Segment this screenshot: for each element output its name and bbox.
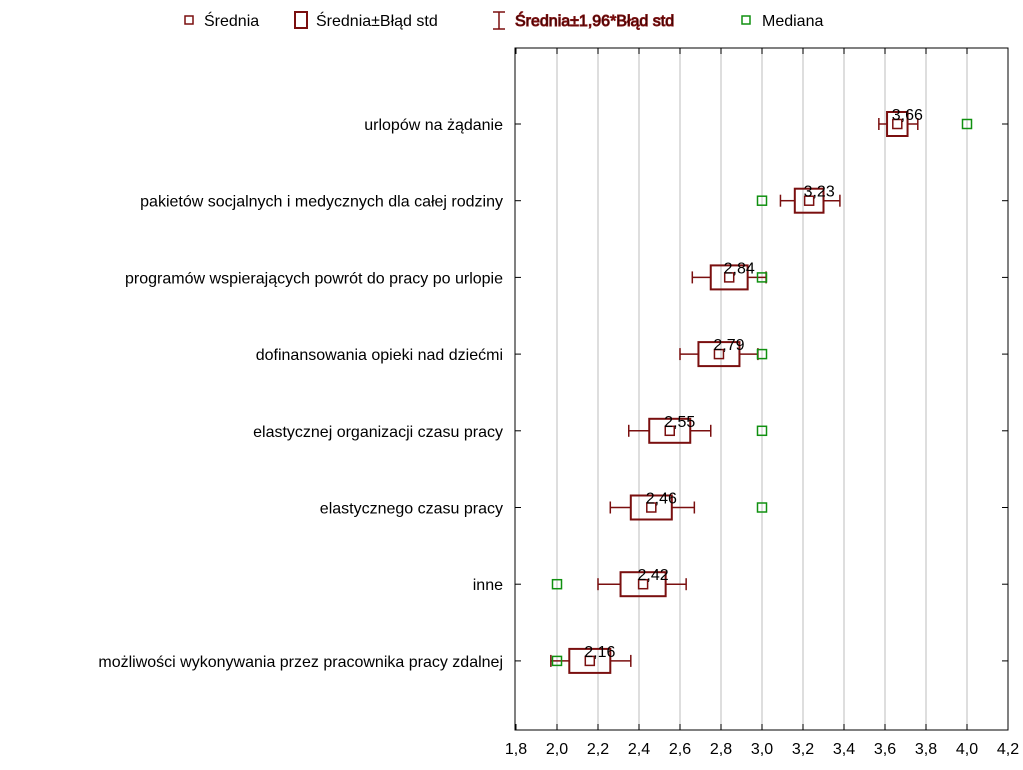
category-row: 2,16 <box>550 644 632 674</box>
se-box <box>697 341 741 368</box>
se-box <box>793 187 825 214</box>
mean-marker <box>803 195 815 206</box>
x-tick-label: 2,6 <box>669 741 691 758</box>
category-labels: urlopów na żądanie pakietów socjalnych i … <box>98 117 503 671</box>
legend-se-label: Średnia±Błąd std <box>316 11 438 30</box>
mean-value-label: 2,55 <box>664 414 695 431</box>
median-marker <box>756 195 768 206</box>
category-label: pakietów socjalnych i medycznych dla cał… <box>140 194 503 211</box>
mean-marker <box>637 578 649 590</box>
category-row: 3,23 <box>756 184 841 214</box>
mean-value-label: 3,66 <box>892 107 923 124</box>
mean-value-label: 2,84 <box>724 260 755 277</box>
median-marker <box>756 272 768 283</box>
se-box <box>568 647 612 674</box>
category-label: elastycznego czasu pracy <box>320 501 503 518</box>
mean-marker <box>664 425 675 437</box>
mean-marker <box>584 655 596 667</box>
mean-value-label: 2,42 <box>638 567 669 584</box>
median-marker <box>551 578 563 590</box>
median-marker <box>551 655 563 667</box>
se-box <box>886 111 909 137</box>
mean-marker <box>713 348 725 360</box>
se-box <box>709 264 749 291</box>
x-tick-label: 2,8 <box>710 741 732 758</box>
x-tick-label: 1,8 <box>505 741 527 758</box>
median-marker <box>756 425 768 437</box>
category-row: 2,79 <box>679 337 768 368</box>
se-box <box>648 417 692 444</box>
category-label: inne <box>473 577 503 594</box>
legend-median-label: Mediana <box>762 13 823 30</box>
category-row: 2,84 <box>691 260 768 291</box>
x-tick-label: 3,6 <box>874 741 896 758</box>
se-box <box>629 494 673 521</box>
category-row: 2,42 <box>551 567 687 598</box>
category-label: możliwości wykonywania przez pracownika … <box>98 654 503 671</box>
mean-marker <box>646 502 657 513</box>
legend-se-marker <box>294 11 308 29</box>
axis-ticks <box>515 48 1009 730</box>
mean-value-label: 2,16 <box>584 644 615 661</box>
category-label: programów wspierających powrót do pracy … <box>125 270 503 287</box>
mean-marker <box>723 272 735 283</box>
legend-ci-marker <box>493 11 505 30</box>
legend-ci-label: Średnia±1,96*Błąd std <box>515 11 674 30</box>
x-tick-label: 3,4 <box>833 741 855 758</box>
category-label: elastycznej organizacji czasu pracy <box>253 424 503 441</box>
mean-value-label: 2,46 <box>646 491 677 508</box>
category-row: 2,55 <box>628 414 768 444</box>
legend-mean-marker <box>184 15 194 25</box>
mean-value-label: 2,79 <box>713 337 744 354</box>
x-tick-label: 2,0 <box>546 741 568 758</box>
gridlines <box>556 48 968 730</box>
x-tick-label: 3,2 <box>792 741 814 758</box>
category-label: dofinansowania opieki nad dziećmi <box>256 347 503 364</box>
category-label: urlopów na żądanie <box>364 117 503 134</box>
legend: Średnia Średnia±Błąd std Średnia±1,96*Bł… <box>184 11 823 31</box>
x-axis-tick-labels: 1,8 2,0 2,2 2,4 2,6 2,8 3,0 3,2 3,4 3,6 3,8 4,0 4,2 <box>505 741 1019 758</box>
mean-marker <box>892 118 903 130</box>
se-box <box>619 571 667 598</box>
median-marker <box>756 348 768 360</box>
legend-mean-label: Średnia <box>204 11 259 30</box>
x-tick-label: 2,4 <box>628 741 650 758</box>
series-marks: 3,66 3,23 2,84 2,79 2,55 2,46 2,42 2,16 <box>550 107 973 674</box>
x-tick-label: 2,2 <box>587 741 609 758</box>
category-row: 3,66 <box>878 107 973 137</box>
x-tick-label: 3,0 <box>751 741 773 758</box>
x-tick-label: 3,8 <box>915 741 937 758</box>
x-tick-label: 4,2 <box>997 741 1019 758</box>
legend-median-marker <box>741 15 751 25</box>
mean-value-label: 3,23 <box>804 184 835 201</box>
median-marker <box>756 502 768 513</box>
median-marker <box>961 118 973 130</box>
x-tick-label: 4,0 <box>956 741 978 758</box>
category-row: 2,46 <box>609 491 768 521</box>
